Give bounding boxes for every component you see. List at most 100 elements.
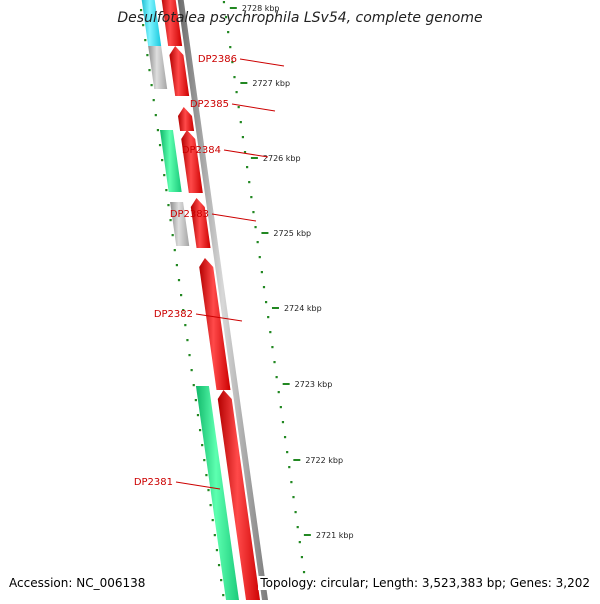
ruler-dot [252,211,255,214]
gene-label-leader [195,313,243,322]
track-dot [211,519,214,522]
gray-feature[interactable] [148,46,168,89]
topology-summary: Topology: circular; Length: 3,523,383 bp… [258,576,592,590]
track-dot [144,39,147,42]
accession-label: Accession: NC_006138 [7,576,148,590]
ruler-tick-label: 2724 kbp [284,304,322,313]
track-dot [198,429,202,432]
cds-feature[interactable] [177,107,195,131]
track-dot [190,369,193,372]
green-feature[interactable] [195,386,240,604]
ruler-dot [258,256,261,259]
ruler-dot [292,496,295,499]
ruler-dot [224,16,228,19]
track-dot [180,294,183,297]
genome-title: Desulfotalea psychrophila LSv54, complet… [117,10,483,26]
ruler-dot [248,181,251,184]
ruler-dot [300,556,304,559]
ruler-dot [277,391,280,394]
ruler-dot [229,46,232,49]
track-dot [184,324,187,327]
ruler-dot [286,451,289,454]
cyan-feature[interactable] [140,0,162,46]
ruler-dot [283,436,287,439]
track-dot [194,399,197,402]
gene-label[interactable]: DP2384 [182,145,221,156]
ruler-dot [246,166,249,169]
ruler-dot [267,316,270,319]
track-dot [205,474,208,477]
cds-feature[interactable] [181,130,203,193]
track-dot [165,189,168,192]
ruler-dot [298,541,301,544]
track-dot [156,129,160,132]
track-dot [182,309,185,312]
track-dot [217,564,221,567]
ruler-dot [250,196,253,199]
gene-label[interactable]: DP2382 [154,309,193,320]
track-dot [196,414,200,417]
ruler-tick-label: 2727 kbp [252,79,290,88]
track-dot [203,459,206,462]
green-feature[interactable] [159,130,182,192]
gene-label-leader [231,103,276,112]
ruler-tick-label: 2722 kbp [305,456,343,465]
track-dot [139,9,143,12]
track-dot [161,159,164,162]
gene-label[interactable]: DP2381 [134,477,173,488]
ruler-dot [254,226,257,229]
ruler-dot [294,511,297,514]
track-dot [222,594,225,597]
ruler-tick-label: 2725 kbp [273,229,311,238]
ruler-dot [239,121,242,124]
gene-label-leader [175,481,221,490]
ruler-dot [281,421,285,424]
track-dot [175,264,178,267]
track-dot [171,234,174,237]
gene-label[interactable]: DP2383 [170,209,209,220]
genome-backbone [177,0,269,604]
cds-feature[interactable] [217,390,262,604]
ruler-tick-label: 2721 kbp [316,531,354,540]
cds-feature[interactable] [190,198,211,248]
track-dot [152,99,155,102]
ruler-dot [288,466,291,469]
track-dot [154,114,157,117]
track-dot [169,219,172,222]
gene-label[interactable]: DP2385 [190,99,229,110]
ruler-dot [222,1,226,4]
cds-feature[interactable] [169,46,190,96]
track-dot [177,279,181,282]
track-dot [215,549,219,552]
track-dot [146,54,149,57]
ruler-dot [231,61,234,64]
ruler-dot [279,406,282,409]
track-dot [148,69,151,72]
gene-label-leader [239,58,285,67]
track-dot [209,504,212,507]
track-dot [192,384,195,387]
track-dot [186,339,189,342]
gray-feature[interactable] [170,202,190,246]
track-dot [158,144,162,147]
track-dot [207,489,210,492]
track-dot [188,354,191,357]
track-dot [220,579,223,582]
cds-feature[interactable] [199,258,231,390]
track-dot [142,24,145,27]
ruler-dot [273,361,276,364]
ruler-dot [262,286,266,289]
cds-feature[interactable] [160,0,183,46]
gene-label-leader [211,213,257,222]
track-dot [150,84,153,87]
gene-label[interactable]: DP2386 [198,54,237,65]
ruler-dot [260,271,263,274]
ruler-dot [269,331,272,334]
ruler-dot [241,136,245,139]
ruler-tick-label: 2726 kbp [263,154,301,163]
ruler-dot [275,376,278,379]
gene-label-leader [223,149,269,158]
ruler-dot [235,91,238,94]
